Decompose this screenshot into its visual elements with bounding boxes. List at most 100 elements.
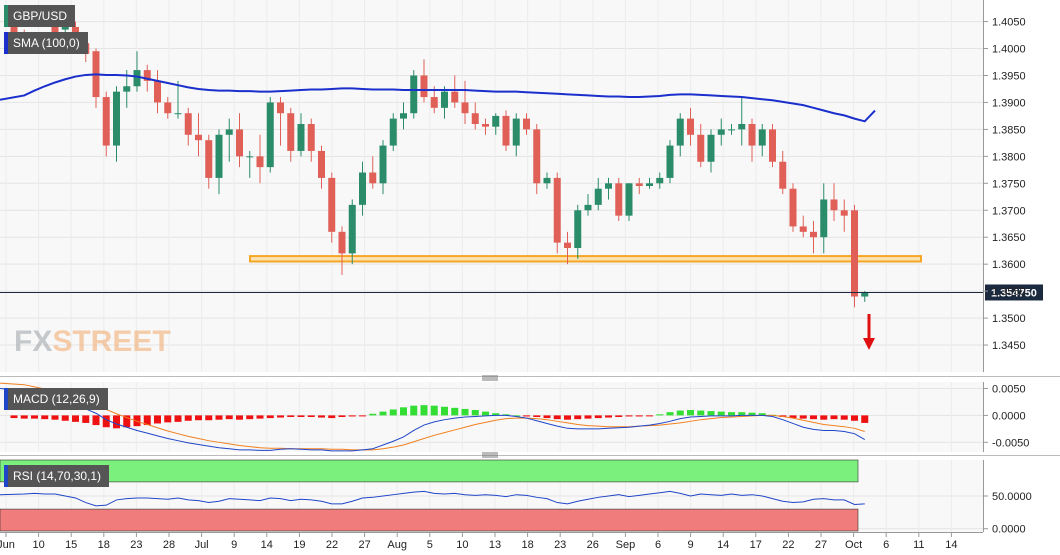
candle-body [861,292,869,297]
macd-hist-bar [758,413,766,416]
resize-handle-2[interactable] [482,452,498,458]
time-tick-label: 22 [782,539,794,551]
macd-hist-bar [164,415,172,423]
symbol-label[interactable]: GBP/USD [4,5,76,27]
candle-body [471,113,479,124]
candle-body [717,129,725,135]
candle-body [758,129,766,146]
arrow-head [863,338,875,350]
macd-hist-bar [133,415,141,427]
candle-body [215,134,223,178]
candle-body [195,134,202,141]
candle-body [646,183,653,186]
last-price-line: 1.354750 [0,284,1043,301]
time-tick-label: 11 [913,539,924,551]
candle-body [143,70,151,81]
macd-hist-bar [799,415,807,419]
sma-line [0,73,876,123]
rsi-tick-label: 50.0000 [992,491,1032,503]
macd-hist-bar [492,413,500,416]
macd-hist-bar [666,412,674,416]
candle-body [851,210,858,297]
macd-hist-bar [861,415,869,423]
candle-body [625,183,633,216]
macd-hist-bar [574,415,582,420]
macd-hist-bar [256,415,264,419]
macd-hist-bar [502,414,510,416]
candle-body [338,231,346,254]
time-tick-label: 17 [750,539,762,551]
candle-body [584,204,592,211]
macd-hist-bar [400,407,407,416]
candle-body [512,118,520,146]
macd-hist-bar [318,415,325,418]
down-arrow-icon [863,314,875,350]
time-tick-label: 14 [717,539,729,551]
candle-body [246,156,254,158]
macd-hist-bar [154,415,161,424]
macd-hist-bar [687,410,694,416]
price-tick-label: 1.3450 [992,340,1026,352]
macd-hist-bar [246,415,254,420]
candle-body [656,177,664,184]
candle-body [533,129,541,184]
macd-hist-bar [359,415,366,417]
rsi-zones [0,459,859,532]
candle-body [728,129,735,131]
macd-hist-bar [123,415,131,428]
rsi-label-text: RSI (14,70,30,1) [13,469,102,483]
macd-hist-bar [184,415,192,421]
support-zone-rect [249,255,922,263]
candle-body [564,242,571,248]
candle-body [61,26,69,30]
candle-body [266,102,274,168]
price-tick-label: 1.3800 [992,151,1026,163]
candle-body [102,97,110,146]
macd-plot [0,382,869,452]
macd-hist-bar [676,410,684,416]
time-tick-label: 19 [293,539,305,551]
macd-hist-bar [297,415,305,417]
candle-body [133,70,141,87]
macd-hist-bar [697,410,705,416]
time-tick-label: 9 [231,539,237,551]
macd-hist-bar [92,415,100,426]
price-tick-label: 1.3750 [992,178,1026,190]
candle-body [277,102,284,114]
macd-hist-bar [430,405,438,416]
candle-body [502,115,510,146]
macd-hist-bar [61,415,69,421]
resize-handle-1[interactable] [482,375,498,381]
macd-hist-bar [830,415,838,420]
rsi-label[interactable]: RSI (14,70,30,1) [4,465,110,487]
candle-body [594,188,602,205]
time-tick-label: 28 [163,539,175,551]
macd-hist-bar [512,415,520,417]
candle-body [236,129,243,157]
macd-label[interactable]: MACD (12,26,9) [4,388,108,410]
macd-hist-bar [451,407,459,416]
candle-body [379,145,387,184]
macd-hist-bar [728,412,735,416]
time-tick-label: 18 [521,539,533,551]
macd-hist-bar [266,415,274,419]
candle-body [430,97,438,108]
macd-hist-bar [31,415,38,419]
macd-hist-bar [789,415,797,419]
candle-body [256,156,264,168]
macd-hist-bar [174,415,182,422]
time-tick-label: 10 [456,539,468,551]
macd-hist-bar [113,415,120,429]
macd-label-text: MACD (12,26,9) [13,392,100,406]
rsi-plot [0,490,865,507]
macd-hist-bar [236,415,243,420]
sma-label[interactable]: SMA (100,0) [4,32,88,54]
macd-hist-bar [543,415,551,419]
candle-body [359,172,366,205]
time-tick-label: 6 [883,539,889,551]
candle-body [492,115,500,127]
time-tick-label: Aug [387,539,407,551]
macd-hist-bar [748,412,756,416]
candle-body [297,124,305,151]
macd-tick-label: 0.0050 [992,383,1026,395]
